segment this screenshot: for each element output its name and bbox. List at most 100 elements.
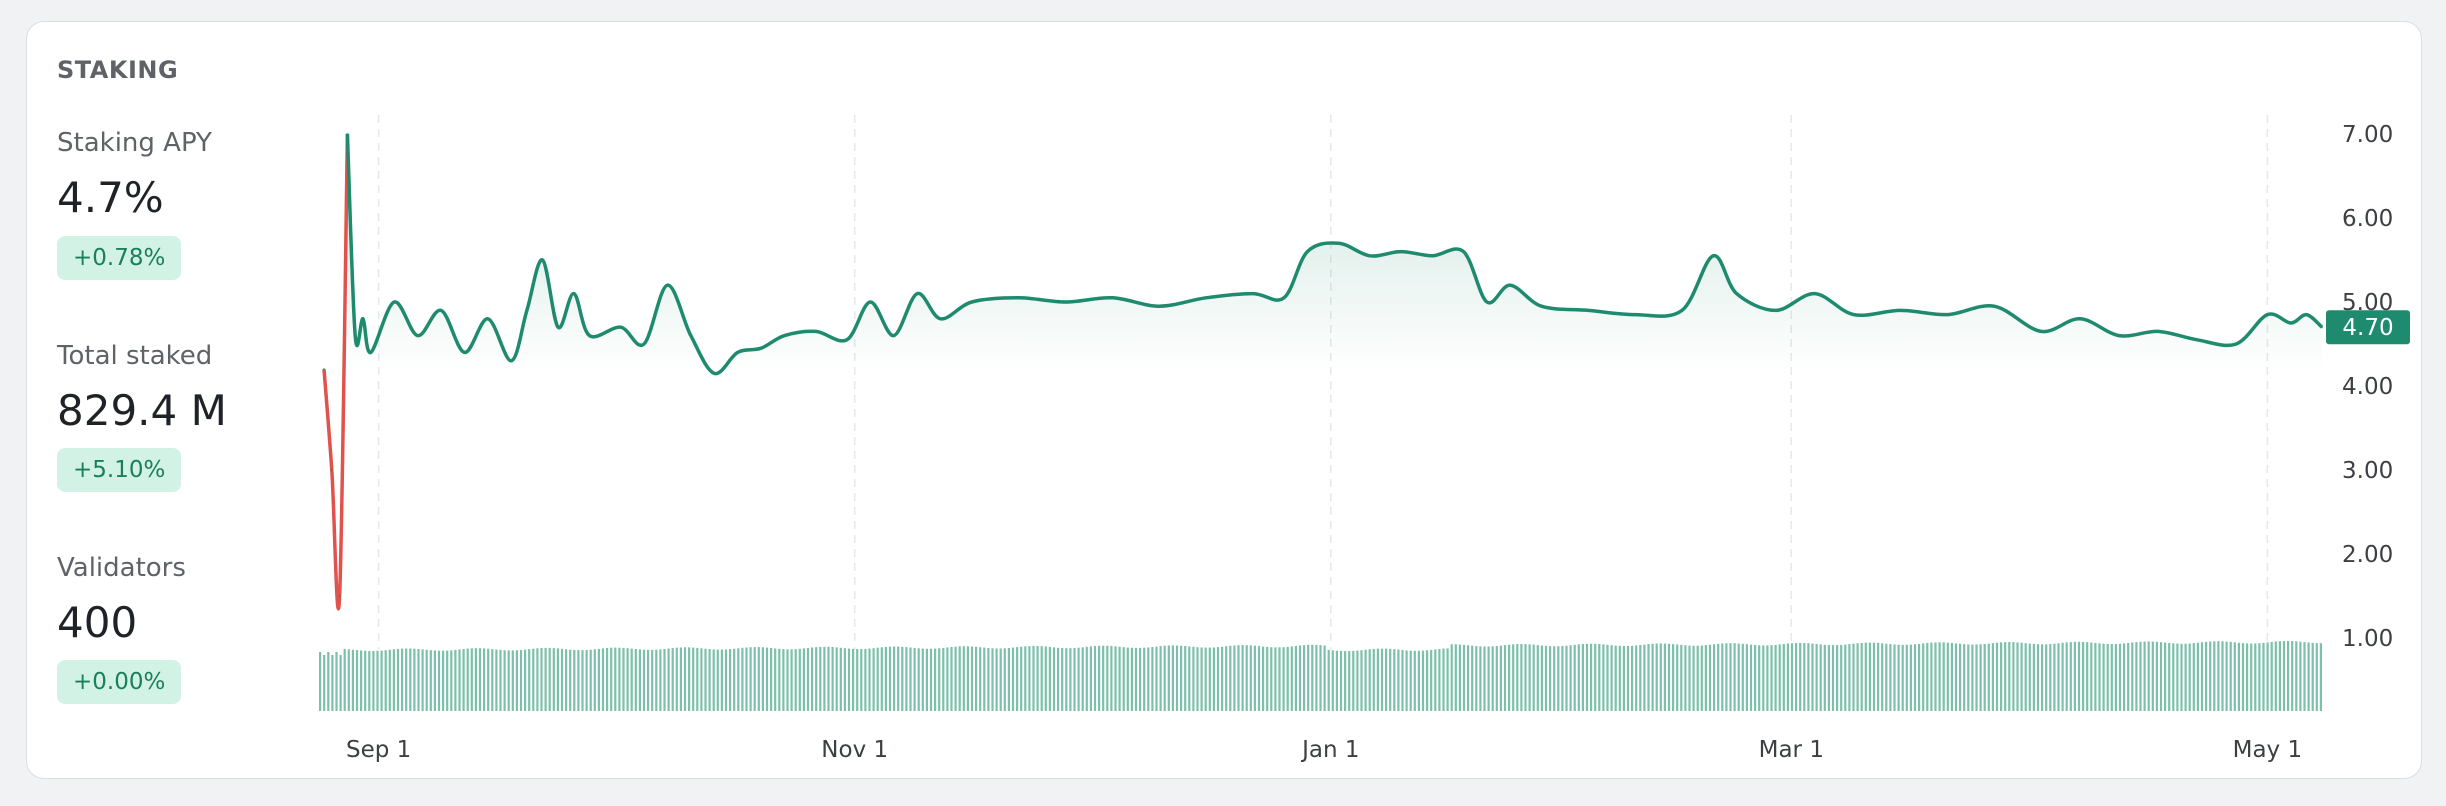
volume-bar: [1237, 645, 1240, 711]
volume-bar: [1606, 644, 1609, 711]
metric-change-badge-total-staked: +5.10%: [57, 448, 182, 492]
volume-bar: [1376, 648, 1379, 711]
volume-bar: [1737, 643, 1740, 711]
volume-bar: [1475, 646, 1478, 711]
volume-bar: [1831, 645, 1835, 711]
volume-bar: [811, 647, 814, 711]
volume-bar: [2200, 642, 2204, 711]
volume-bar: [519, 650, 523, 711]
x-tick-label: Nov 1: [821, 737, 888, 763]
series-line-down: [322, 133, 350, 611]
data-point: [2234, 342, 2238, 346]
volume-bar: [1905, 644, 1908, 711]
data-point: [814, 330, 817, 333]
y-tick-label: 2.00: [2342, 542, 2393, 568]
data-point: [1282, 296, 1286, 299]
volume-bar: [897, 646, 900, 711]
volume-bar: [823, 646, 826, 711]
volume-bar: [1257, 646, 1261, 711]
volume-bar: [651, 649, 654, 711]
volume-bar: [1680, 644, 1683, 711]
volume-bar: [544, 647, 547, 711]
volume-bar: [1122, 647, 1125, 711]
volume-bar: [429, 650, 432, 711]
volume-bar: [1007, 648, 1010, 711]
data-point: [1485, 300, 1489, 304]
data-point: [1993, 305, 1996, 308]
volume-bar: [2061, 642, 2064, 711]
volume-bar: [1098, 645, 1101, 711]
volume-bar: [343, 648, 346, 711]
volume-bar: [2262, 642, 2265, 711]
volume-bar: [2172, 643, 2175, 711]
volume-bar: [1065, 648, 1068, 711]
metric-value-total-staked: 829.4 M: [57, 386, 227, 435]
volume-bar: [1159, 646, 1162, 711]
volume-bar: [966, 646, 969, 711]
volume-bar: [1897, 644, 1900, 711]
volume-bar: [724, 649, 728, 711]
volume-bar: [2221, 641, 2224, 711]
volume-bar: [1110, 645, 1113, 711]
data-point: [1852, 313, 1855, 316]
volume-bar: [552, 648, 555, 711]
volume-bar: [1011, 647, 1015, 711]
volume-bar: [1631, 645, 1634, 711]
volume-bar: [642, 649, 646, 711]
volume-bar: [1126, 647, 1129, 711]
data-point: [1368, 254, 1372, 257]
volume-bar: [2041, 644, 2044, 711]
volume-bar: [1499, 645, 1502, 711]
data-point: [1157, 305, 1161, 308]
volume-bar: [1967, 644, 1970, 711]
data-point: [2039, 330, 2043, 333]
volume-bar: [565, 649, 568, 711]
volume-bar: [1524, 644, 1527, 711]
volume-bar: [1553, 646, 1556, 711]
volume-bar: [1298, 645, 1302, 711]
data-point: [1462, 250, 1465, 253]
volume-bar: [1212, 647, 1215, 711]
volume-bar: [560, 648, 564, 711]
volume-bar: [450, 650, 453, 711]
volume-bar: [1729, 643, 1732, 711]
volume-bar: [770, 648, 773, 711]
volume-bar: [2114, 644, 2117, 711]
volume-bar: [1249, 645, 1252, 711]
volume-bar: [2090, 642, 2093, 711]
volume-bar: [1901, 644, 1904, 711]
data-point: [1399, 250, 1403, 253]
volume-bar: [929, 648, 933, 711]
volume-bar: [421, 649, 424, 711]
volume-bar: [954, 646, 957, 711]
volume-bar: [1221, 646, 1224, 711]
volume-bar: [1827, 645, 1830, 711]
metric-label-total-staked: Total staked: [57, 341, 213, 371]
volume-bar: [659, 649, 662, 711]
volume-bar: [1684, 645, 1687, 711]
volume-bar: [1577, 644, 1580, 711]
volume-bar: [2250, 643, 2253, 711]
panel-title: STAKING: [57, 56, 179, 84]
volume-bar: [1274, 647, 1277, 711]
volume-bar: [745, 647, 748, 711]
data-point: [1774, 309, 1777, 312]
volume-bar: [1102, 645, 1105, 711]
volume-bar: [1282, 647, 1285, 711]
volume-bar: [1487, 646, 1490, 711]
volume-bar: [1848, 644, 1851, 711]
volume-bar: [1331, 650, 1334, 711]
volume-bar: [835, 647, 838, 711]
volume-bar: [1303, 645, 1306, 711]
volume-bar: [1655, 643, 1658, 711]
volume-bar: [1618, 645, 1621, 711]
volume-bar: [987, 648, 990, 711]
volume-bar: [905, 647, 908, 711]
volume-bar: [1266, 646, 1269, 711]
volume-bar: [778, 648, 781, 711]
volume-bar: [1208, 647, 1211, 711]
volume-bar: [1946, 642, 1949, 711]
volume-bar: [798, 648, 801, 711]
volume-bar: [487, 648, 490, 711]
